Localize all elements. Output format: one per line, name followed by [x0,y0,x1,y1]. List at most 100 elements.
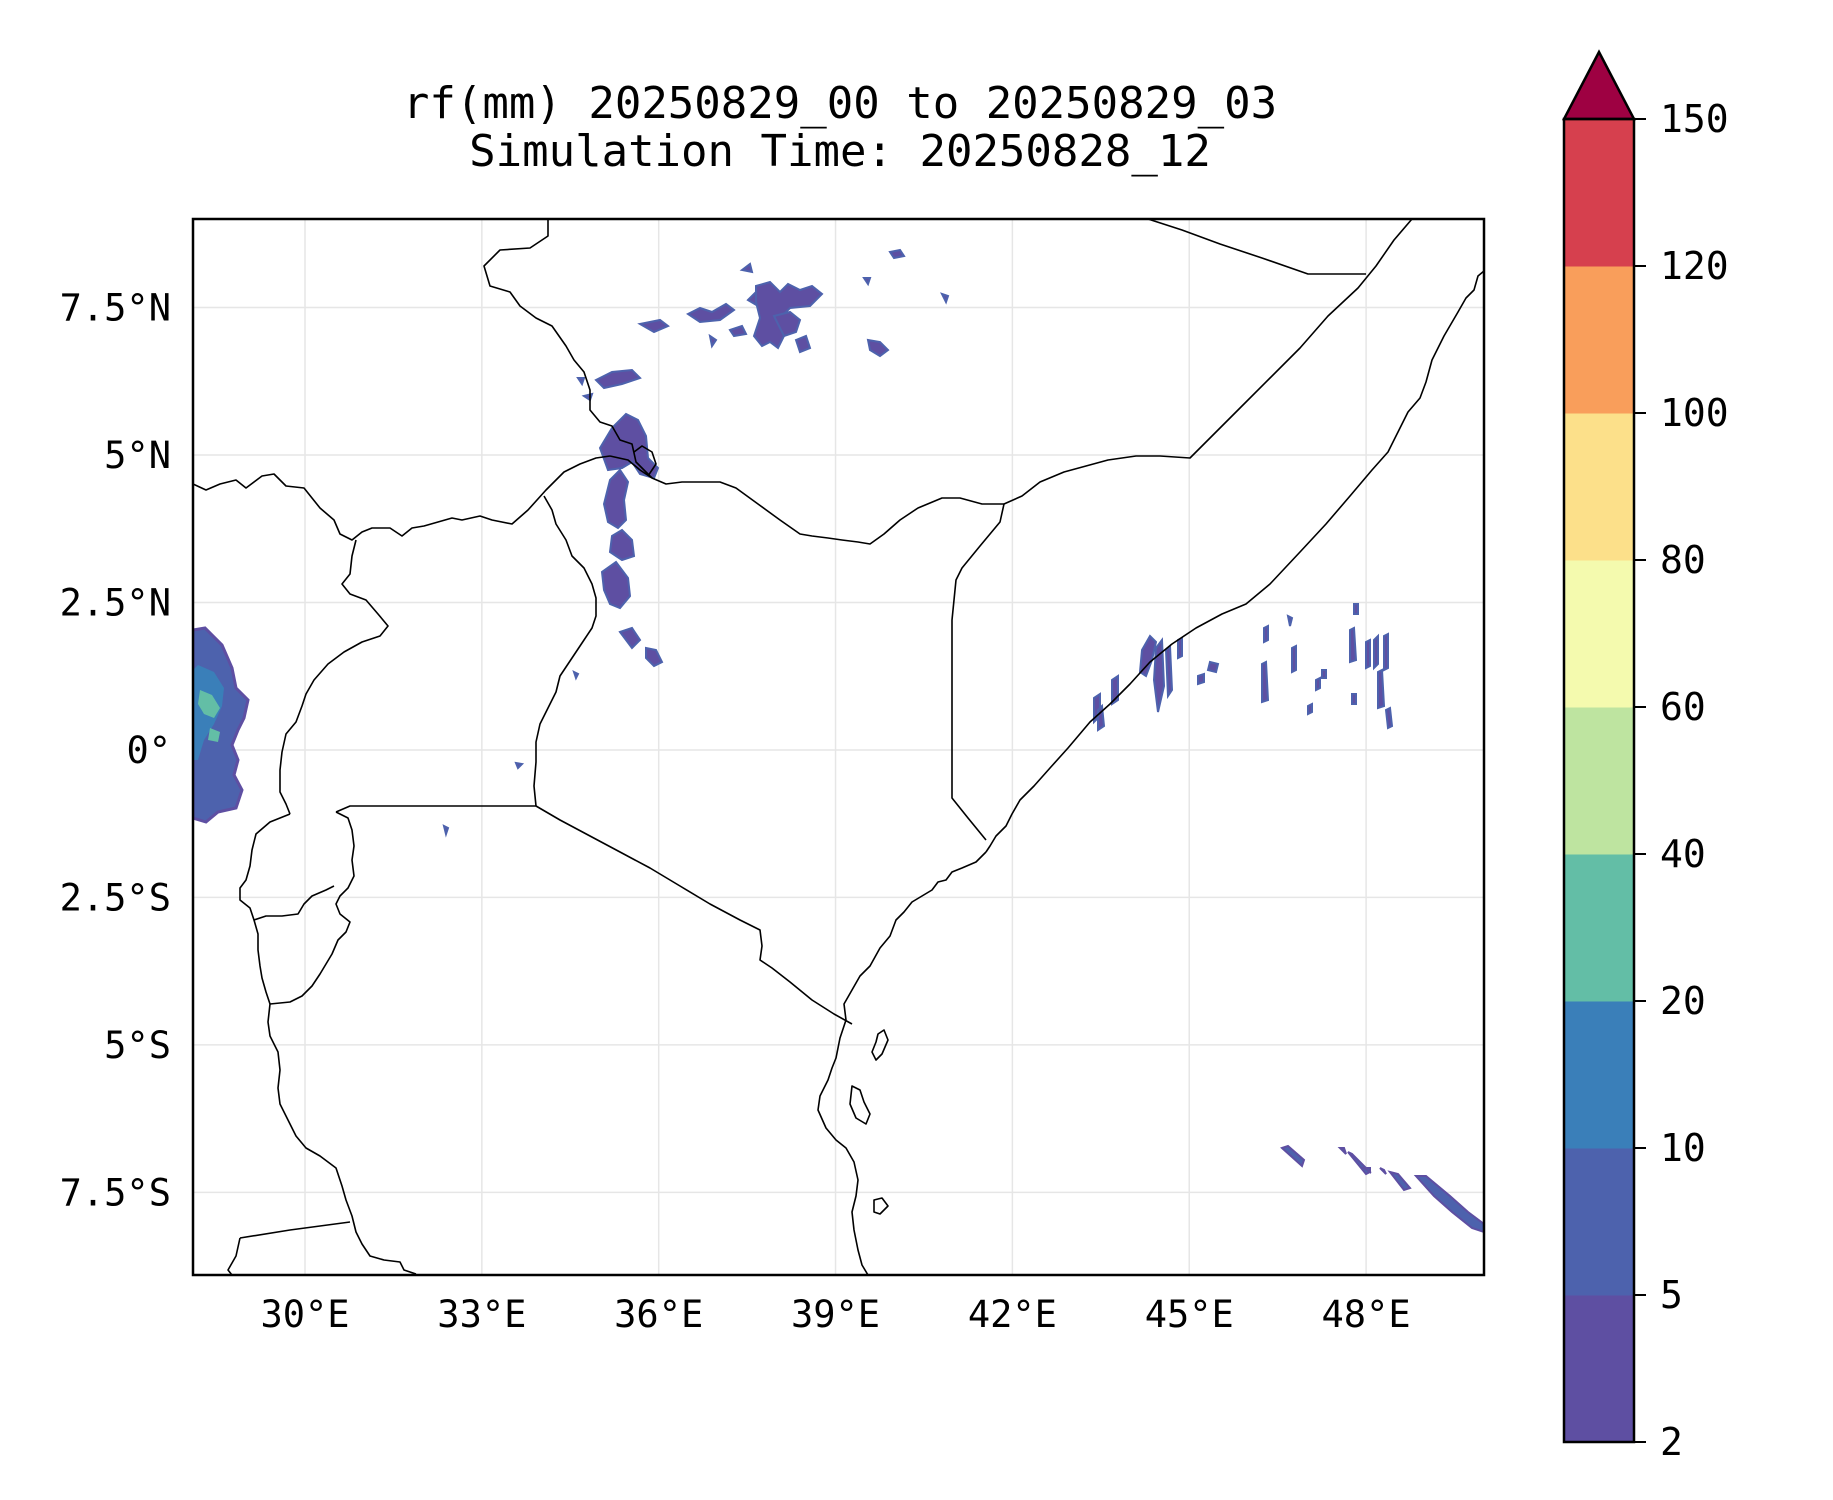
rain-patch-n4 [728,324,748,338]
rain-streak-15 [1383,632,1389,672]
rain-patch-west-teal [198,690,220,718]
rain-patch-n7 [772,310,802,338]
lon-tick-label: 30°E [260,1293,349,1336]
rain-streak-19 [1197,672,1205,686]
rain-streak-se-1 [1280,1144,1306,1168]
rain-streak-18 [1263,624,1269,644]
colorbar-tick-label: 10 [1660,1126,1706,1170]
border-tanzania-drc [253,919,417,1275]
rain-patch-s1 [618,626,642,650]
rain-streak-23 [1351,693,1357,705]
colorbar-tick-label: 40 [1660,832,1706,876]
border-rwanda-burundi [269,811,355,1005]
rain-patch-ne4 [862,277,872,287]
lon-tick-label: 42°E [968,1293,1057,1336]
rain-streak-se-6 [1337,1147,1347,1155]
lon-tick-label: 39°E [791,1293,880,1336]
rain-patch-ne2 [888,248,906,260]
colorbar-tick-label: 60 [1660,685,1706,729]
lat-tick-label: 7.5°N [60,286,171,329]
country-borders [193,219,1484,1275]
island-pemba [871,1029,889,1061]
longitude-tick-labels: 30°E 33°E 36°E 39°E 42°E 45°E 48°E [260,1293,1410,1336]
lon-tick-label: 45°E [1145,1293,1234,1336]
colorbar-swatch [1564,854,1634,1002]
border-kenya-somalia [951,503,1005,841]
rain-streak-22 [1321,669,1327,679]
island-mafia [873,1197,889,1215]
border-uganda-drc [279,539,389,815]
colorbar-swatch [1564,707,1634,855]
lat-tick-label: 2.5°S [60,876,171,919]
colorbar-swatch [1564,1148,1634,1296]
colorbar-tick-label: 2 [1660,1420,1683,1464]
rain-streak-14 [1373,633,1379,671]
colorbar: 2 5 10 20 40 60 80 100 120 150 [1561,49,1729,1464]
colorbar-frame [1562,117,1636,1444]
rain-streak-21 [1307,702,1313,716]
title-line-1: rf(mm) 20250829_00 to 20250829_03 [402,78,1278,129]
border-rwanda-west [239,813,335,921]
rain-streak-8 [1261,660,1270,704]
rainfall-patches [193,248,1484,1234]
rain-streak-16 [1377,668,1386,710]
colorbar-tick-label: 150 [1660,97,1729,141]
lat-tick-label: 0° [126,729,171,772]
rain-streak-se-5 [1379,1167,1387,1175]
rain-patch-n1 [594,368,642,390]
rain-streak-3 [1164,643,1174,700]
rain-patch-turkana-3 [600,560,632,610]
rain-streak-se-7 [1360,1167,1371,1174]
rain-streak-17 [1384,706,1394,730]
rain-patch-turkana-1 [602,468,630,530]
colorbar-swatch [1564,266,1634,414]
border-uganda-south [335,805,536,813]
border-ethiopia-kenya [609,455,1004,545]
lat-tick-label: 7.5°S [60,1171,171,1214]
colorbar-extend-triangle [1561,49,1637,121]
rain-patch-dot-1 [572,670,580,681]
colorbar-swatch [1564,413,1634,561]
colorbar-swatch [1564,560,1634,708]
colorbar-tick-label: 120 [1660,244,1729,288]
lat-tick-label: 2.5°N [60,581,171,624]
rain-patch-ne1 [866,338,890,358]
border-uganda-kenya [533,495,597,807]
rain-patch-s2 [645,646,664,668]
title-line-2: Simulation Time: 20250828_12 [469,126,1211,177]
rain-patch-n3 [686,302,736,324]
lon-tick-label: 33°E [437,1293,526,1336]
rain-patch-lake-dot [514,761,525,770]
rain-streak-2 [1152,637,1166,713]
rain-streak-11 [1349,626,1358,664]
colorbar-tick-label: 80 [1660,538,1706,582]
rain-streak-9 [1291,644,1297,674]
rain-patch-n11 [576,377,586,387]
rain-streak-13 [1365,638,1371,670]
latitude-tick-labels: 7.5°N 5°N 2.5°N 0° 2.5°S 5°S 7.5°S [60,286,171,1214]
rain-streak-6 [1177,636,1183,660]
rain-streak-20 [1315,676,1321,692]
rain-patch-west-teal-2 [208,728,220,742]
lat-tick-label: 5°N [104,434,171,477]
map-frame [191,217,1486,1277]
coast-somalia [985,270,1484,853]
rain-patch-n2 [637,318,670,334]
rain-patch-turkana-2 [608,528,636,562]
border-somaliland [1147,219,1366,275]
rain-streak-7 [1206,660,1220,674]
rain-patch-ne3 [940,292,950,305]
rain-patch-n9 [739,262,754,274]
colorbar-tick-label: 20 [1660,979,1706,1023]
rain-streak-10 [1286,614,1294,627]
border-ethiopia-somalia [1003,219,1413,505]
border-south-edge [227,1237,241,1275]
rain-streak-12 [1353,603,1359,615]
colorbar-tick-label: 100 [1660,391,1729,435]
border-ethiopia-south-sudan [483,219,653,479]
colorbar-swatch [1564,119,1634,267]
rain-patch-west-dot [442,824,450,838]
border-kenya-tanzania [535,805,853,1025]
colorbar-tick-label: 5 [1660,1273,1683,1317]
